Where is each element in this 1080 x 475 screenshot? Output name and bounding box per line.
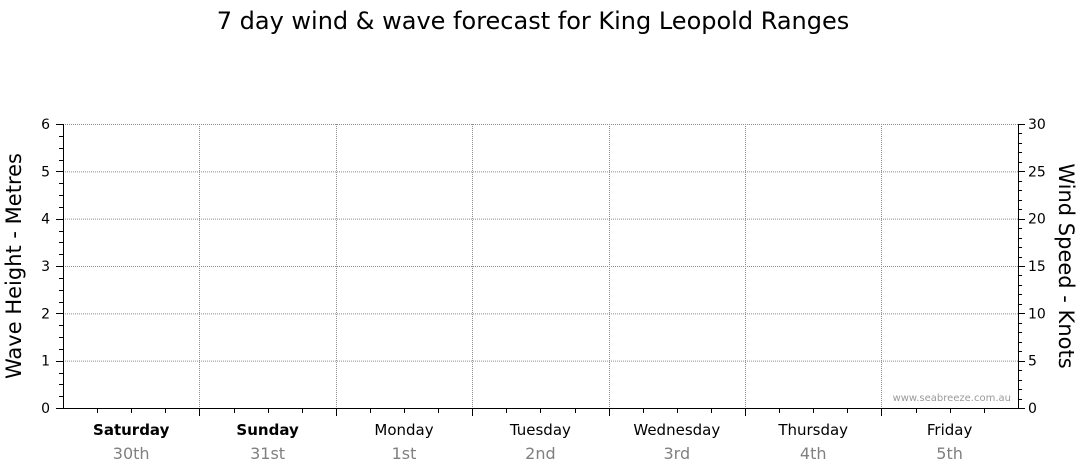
labels-layer: 0 1 2 3 4 5 6 0 5 10 15 20 25 30 Saturday 30th Sunday 31s…: [41, 117, 1046, 463]
day-name-label: Thursday: [777, 421, 848, 439]
day-date-label: 5th: [936, 444, 963, 463]
axes-layer: [56, 124, 1025, 416]
day-date-label: 4th: [800, 444, 827, 463]
right-tick-label: 30: [1028, 117, 1046, 133]
day-name-label: Tuesday: [509, 421, 571, 439]
right-tick-label: 5: [1028, 354, 1037, 370]
grid-layer: [63, 124, 1018, 408]
right-tick-label: 25: [1028, 164, 1046, 180]
day-date-label: 31st: [250, 444, 285, 463]
day-name-label: Friday: [927, 421, 973, 439]
right-tick-label: 10: [1028, 306, 1046, 322]
left-tick-label: 1: [41, 354, 50, 370]
watermark: www.seabreeze.com.au: [893, 393, 1011, 404]
left-tick-label: 4: [41, 212, 50, 228]
day-date-label: 30th: [113, 444, 150, 463]
right-tick-label: 0: [1028, 401, 1037, 417]
right-axis-title: Wind Speed - Knots: [1054, 163, 1078, 368]
day-name-label: Monday: [374, 421, 433, 439]
day-name-label: Sunday: [236, 421, 299, 439]
day-date-label: 2nd: [525, 444, 555, 463]
left-tick-label: 2: [41, 306, 50, 322]
day-name-label: Wednesday: [633, 421, 720, 439]
right-tick-label: 20: [1028, 212, 1046, 228]
day-name-label: Saturday: [93, 421, 170, 439]
day-date-label: 1st: [392, 444, 417, 463]
left-axis-title: Wave Height - Metres: [2, 153, 26, 379]
day-date-label: 3rd: [663, 444, 690, 463]
left-tick-label: 5: [41, 164, 50, 180]
chart-title: 7 day wind & wave forecast for King Leop…: [217, 7, 850, 35]
right-tick-label: 15: [1028, 259, 1046, 275]
left-tick-label: 0: [41, 401, 50, 417]
left-tick-label: 3: [41, 259, 50, 275]
left-tick-label: 6: [41, 117, 50, 133]
